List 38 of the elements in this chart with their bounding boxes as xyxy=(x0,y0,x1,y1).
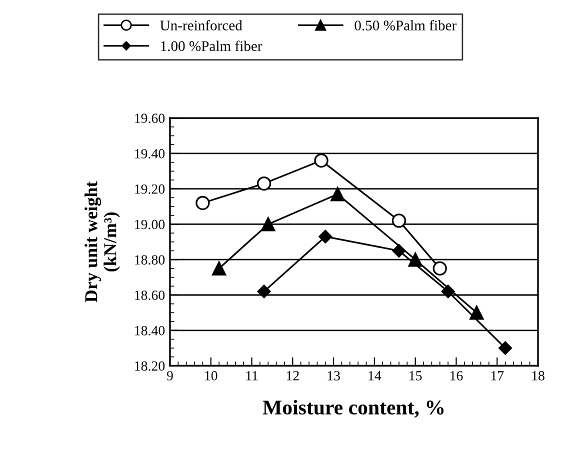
x-tick-label: 13 xyxy=(328,371,340,380)
x-tick-label: 18 xyxy=(532,371,544,380)
point xyxy=(330,187,345,202)
point xyxy=(196,196,210,210)
y-tick-label: 18.60 xyxy=(135,290,165,300)
x-tick-label: 11 xyxy=(246,371,258,380)
y-tick-label: 19.40 xyxy=(135,149,165,158)
point xyxy=(256,176,272,191)
x-axis-title: Moisture content, % xyxy=(262,400,444,418)
legend-label: 1.00 %Palm fiber xyxy=(161,40,262,52)
point xyxy=(314,153,328,168)
point xyxy=(261,217,276,232)
point xyxy=(432,261,447,276)
point xyxy=(470,306,484,320)
x-tick-label: 9 xyxy=(166,371,173,380)
point xyxy=(392,214,406,228)
point xyxy=(408,252,422,267)
legend-label: 0.50 %Palm fiber xyxy=(354,20,456,30)
point xyxy=(318,230,332,244)
legend-label: Un-reinforced xyxy=(160,20,242,30)
point xyxy=(498,341,512,355)
point xyxy=(392,244,406,258)
point xyxy=(257,284,271,298)
point xyxy=(212,261,226,276)
x-tick-label: 12 xyxy=(286,371,299,380)
x-tick-label: 15 xyxy=(410,371,422,380)
x-tick-label: 17 xyxy=(491,371,504,380)
y-tick-label: 19.20 xyxy=(135,184,165,194)
x-tick-label: 16 xyxy=(450,371,463,380)
y-tick-label: 19.60 xyxy=(135,114,165,124)
y-tick-label: 18.80 xyxy=(135,255,165,265)
y-tick-label: 18.20 xyxy=(135,361,165,371)
point xyxy=(441,284,455,298)
x-tick-label: 10 xyxy=(205,371,218,380)
y-tick-label: 18.40 xyxy=(135,326,165,336)
y-tick-label: 19.00 xyxy=(135,220,165,230)
y-axis-title: Dry unit weight (kN/m³) xyxy=(84,181,120,302)
x-tick-label: 14 xyxy=(368,371,382,380)
